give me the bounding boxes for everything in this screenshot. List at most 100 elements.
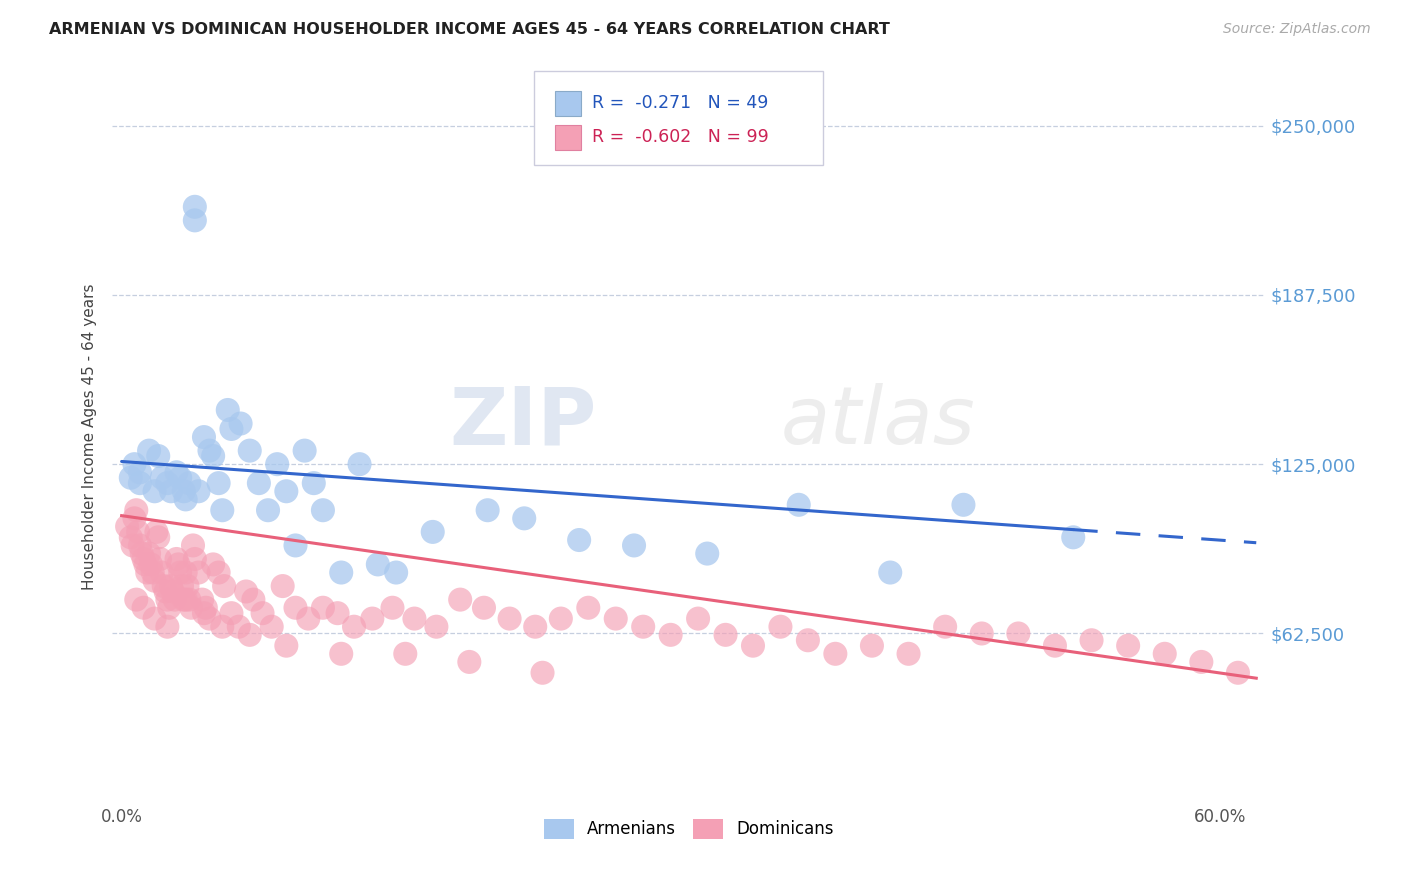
Point	[134, 558, 156, 572]
Point	[1080, 633, 1102, 648]
Text: Source: ZipAtlas.com: Source: ZipAtlas.com	[1223, 22, 1371, 37]
Point	[125, 592, 148, 607]
Point	[284, 600, 307, 615]
Point	[170, 579, 193, 593]
Point	[385, 566, 408, 580]
Point	[1189, 655, 1212, 669]
Point	[174, 492, 197, 507]
Point	[235, 584, 257, 599]
Point	[125, 503, 148, 517]
Point	[970, 626, 993, 640]
Point	[787, 498, 810, 512]
Point	[242, 592, 264, 607]
Point	[797, 633, 820, 648]
Point	[394, 647, 416, 661]
Point	[449, 592, 471, 607]
Point	[120, 530, 142, 544]
Point	[174, 592, 197, 607]
Point	[149, 552, 172, 566]
Point	[239, 628, 262, 642]
Point	[477, 503, 499, 517]
Point	[160, 579, 183, 593]
Point	[179, 476, 201, 491]
Point	[139, 558, 162, 572]
Point	[131, 547, 153, 561]
Point	[498, 611, 520, 625]
Point	[524, 620, 547, 634]
Point	[239, 443, 262, 458]
Point	[179, 592, 201, 607]
Point	[193, 606, 215, 620]
Point	[422, 524, 444, 539]
Point	[169, 566, 191, 580]
Point	[228, 620, 250, 634]
Point	[156, 592, 179, 607]
Point	[148, 449, 170, 463]
Point	[124, 511, 146, 525]
Point	[142, 566, 165, 580]
Point	[343, 620, 366, 634]
Point	[194, 600, 217, 615]
Point	[714, 628, 737, 642]
Point	[631, 620, 654, 634]
Point	[302, 476, 325, 491]
Point	[1226, 665, 1249, 680]
Point	[156, 620, 179, 634]
Point	[198, 611, 221, 625]
Point	[187, 484, 209, 499]
Point	[138, 443, 160, 458]
Point	[143, 484, 166, 499]
Point	[297, 611, 319, 625]
Point	[1007, 626, 1029, 640]
Text: ZIP: ZIP	[450, 384, 596, 461]
Point	[187, 566, 209, 580]
Point	[184, 200, 207, 214]
Point	[143, 611, 166, 625]
Point	[148, 530, 170, 544]
Point	[184, 213, 207, 227]
Point	[157, 600, 180, 615]
Point	[229, 417, 252, 431]
Text: atlas: atlas	[782, 384, 976, 461]
Point	[217, 403, 239, 417]
Y-axis label: Householder Income Ages 45 - 64 years: Householder Income Ages 45 - 64 years	[82, 284, 97, 591]
Point	[458, 655, 481, 669]
Text: ARMENIAN VS DOMINICAN HOUSEHOLDER INCOME AGES 45 - 64 YEARS CORRELATION CHART: ARMENIAN VS DOMINICAN HOUSEHOLDER INCOME…	[49, 22, 890, 37]
Point	[121, 538, 143, 552]
Point	[312, 600, 335, 615]
Text: R =  -0.271   N = 49: R = -0.271 N = 49	[592, 95, 768, 112]
Point	[127, 524, 149, 539]
Point	[605, 611, 627, 625]
Point	[193, 430, 215, 444]
Point	[361, 611, 384, 625]
Point	[191, 592, 214, 607]
Point	[1116, 639, 1139, 653]
Point	[202, 449, 225, 463]
Point	[176, 579, 198, 593]
Text: R =  -0.602   N = 99: R = -0.602 N = 99	[592, 128, 769, 146]
Point	[367, 558, 389, 572]
Legend: Armenians, Dominicans: Armenians, Dominicans	[537, 812, 841, 846]
Point	[184, 552, 207, 566]
Point	[180, 600, 202, 615]
Point	[211, 620, 233, 634]
Point	[688, 611, 710, 625]
Point	[181, 538, 204, 552]
Point	[1062, 530, 1084, 544]
Point	[312, 503, 335, 517]
Point	[266, 457, 288, 471]
Point	[824, 647, 846, 661]
Point	[576, 600, 599, 615]
Point	[198, 443, 221, 458]
Point	[934, 620, 956, 634]
Point	[162, 584, 184, 599]
Point	[294, 443, 316, 458]
Point	[120, 471, 142, 485]
Point	[404, 611, 426, 625]
Point	[145, 524, 167, 539]
Point	[952, 498, 974, 512]
Point	[769, 620, 792, 634]
Point	[132, 600, 155, 615]
Point	[860, 639, 883, 653]
Point	[169, 471, 191, 485]
